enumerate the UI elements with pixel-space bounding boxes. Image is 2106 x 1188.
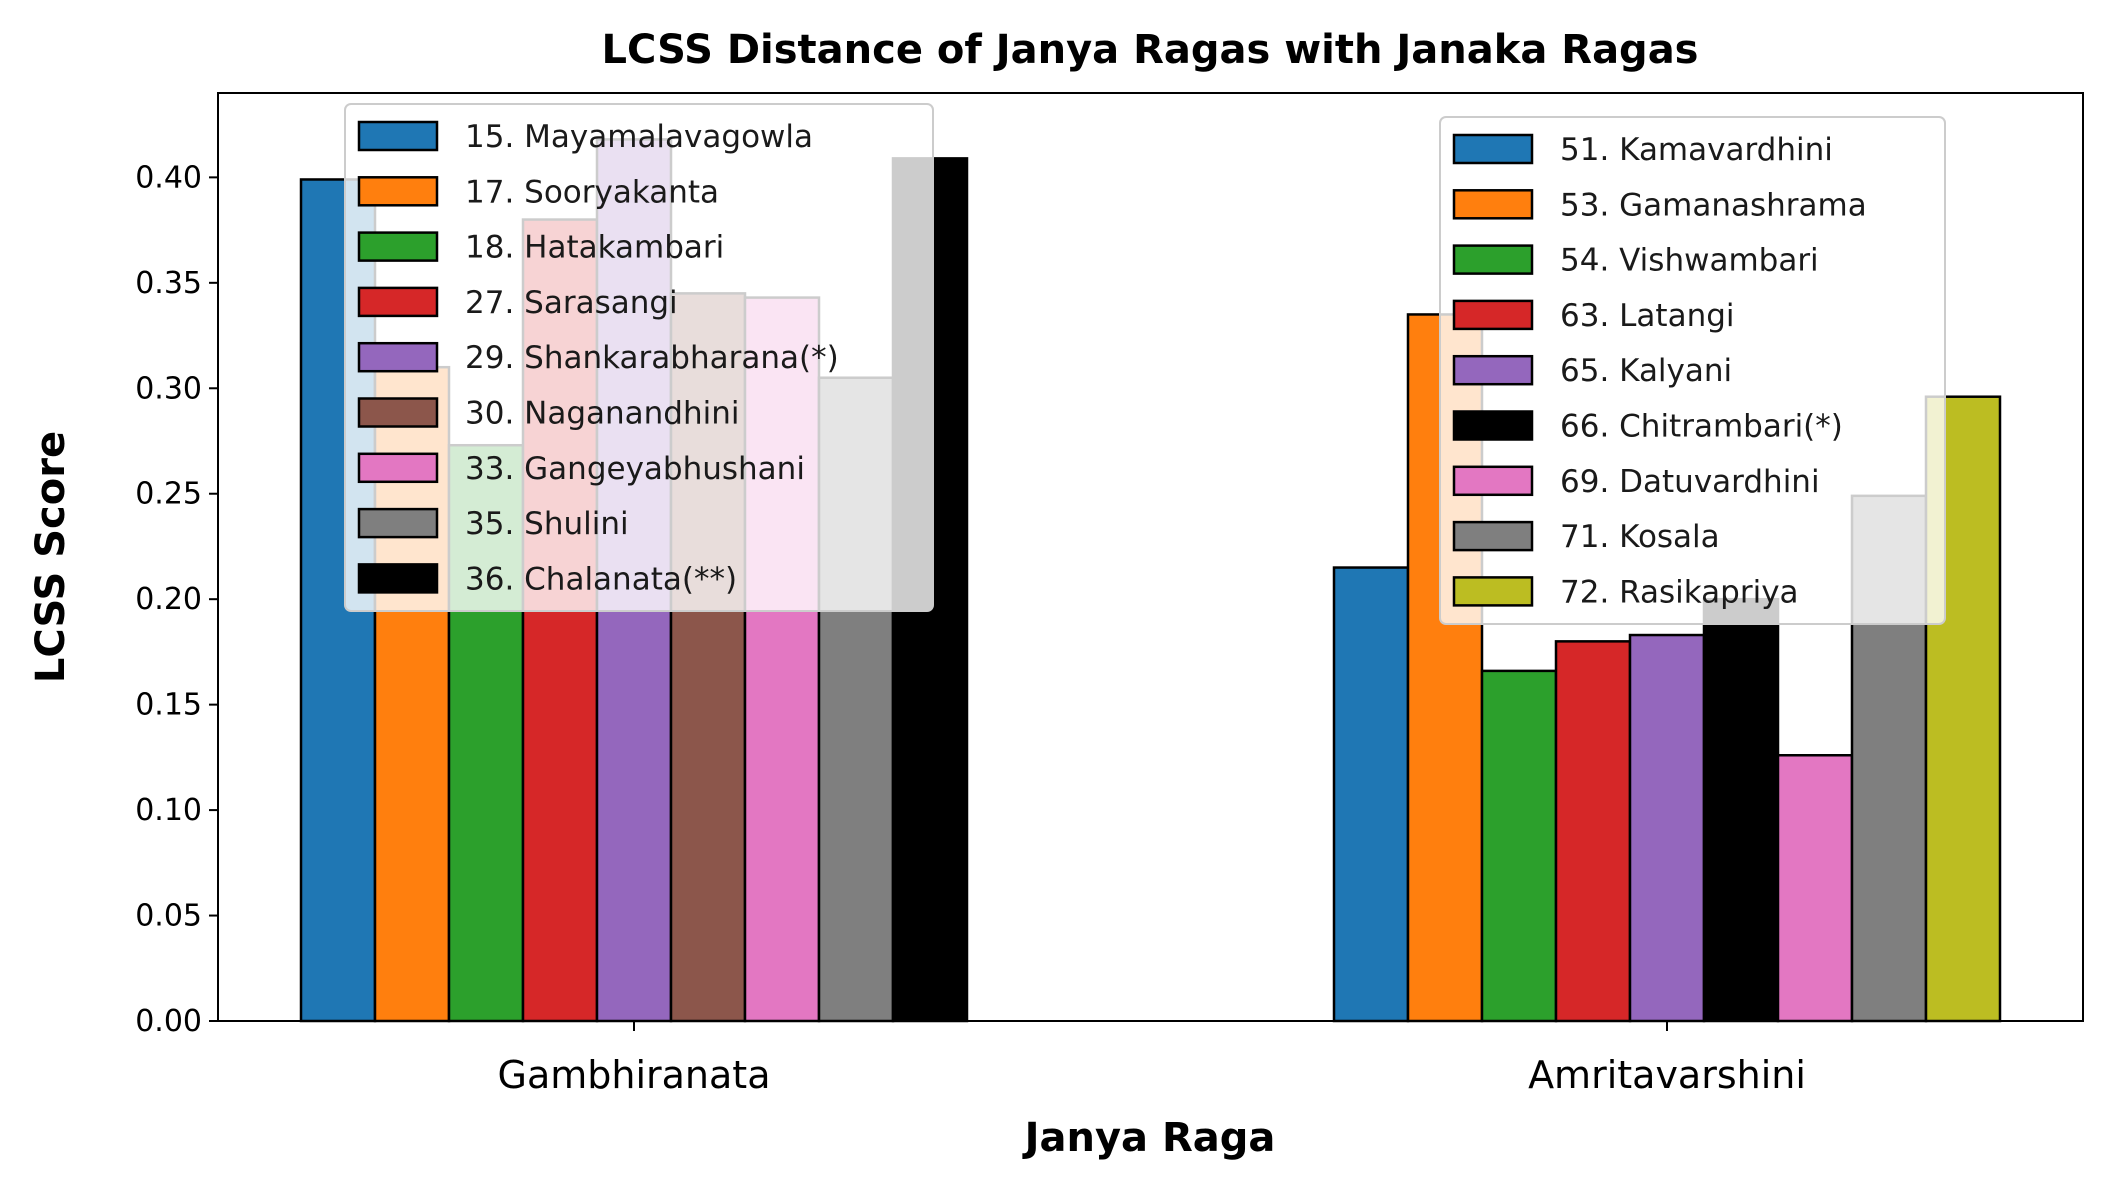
legend-swatch: [1452, 354, 1534, 386]
legend-entry-label: 72. Rasikapriya: [1560, 574, 1799, 610]
legend-swatch: [357, 286, 439, 318]
legend-swatch: [1452, 133, 1534, 165]
legend-swatch: [357, 120, 439, 152]
legend-swatch: [357, 341, 439, 373]
legend-gambhiranata: 15. Mayamalavagowla 17. Sooryakanta 18. Ha…: [344, 103, 934, 612]
bar-amritavarshini-3: [1480, 669, 1558, 1023]
legend-swatch: [1452, 244, 1534, 275]
legend-swatch: [1452, 299, 1534, 331]
legend-swatch: [1452, 465, 1534, 497]
y-tick-label: 0.40: [135, 160, 202, 195]
y-tick-label: 0.30: [135, 371, 202, 406]
legend-entry-label: 53. Gamanashrama: [1560, 187, 1867, 223]
legend-entry-label: 69. Datuvardhini: [1560, 464, 1820, 500]
legends-layer: 15. Mayamalavagowla 17. Sooryakanta 18. Ha…: [344, 103, 1946, 625]
chart-title: LCSS Distance of Janya Ragas with Janaka…: [602, 27, 1699, 73]
legend-swatch: [357, 507, 439, 539]
legend-entry-label: 33. Gangeyabhushani: [465, 451, 805, 487]
bar-amritavarshini-7: [1776, 754, 1854, 1023]
legend-swatch: [1452, 410, 1534, 441]
bar-amritavarshini-4: [1554, 640, 1632, 1023]
legend-entry-label: 15. Mayamalavagowla: [465, 119, 813, 155]
y-tick-label: 0.10: [135, 793, 202, 828]
legend-entry-label: 63. Latangi: [1560, 298, 1735, 334]
y-tick-label: 0.20: [135, 582, 202, 617]
y-tick-label: 0.35: [135, 266, 202, 301]
legend-entry-label: 29. Shankarabharana(*): [465, 340, 839, 376]
y-axis-title: LCSS Score: [28, 431, 74, 683]
y-tick-label: 0.05: [135, 899, 202, 934]
legend-swatch: [357, 563, 439, 594]
x-axis-title: Janya Raga: [1022, 1115, 1276, 1161]
x-tick-label: Amritavarshini: [1528, 1053, 1806, 1097]
x-axis: Gambhiranata Amritavarshini: [498, 1021, 1806, 1097]
legend-amritavarshini: 51. Kamavardhini 53. Gamanashrama 54. Vish…: [1439, 116, 1946, 625]
legend-entry-label: 65. Kalyani: [1560, 353, 1732, 389]
legend-entry-label: 18. Hatakambari: [465, 230, 724, 266]
legend-swatch: [357, 176, 439, 207]
legend-swatch: [357, 231, 439, 262]
legend-entry-label: 27. Sarasangi: [465, 285, 678, 321]
y-axis: 0.00 0.05 0.10 0.15 0.20 0.25 0.30 0.35 0.40: [135, 160, 218, 1039]
legend-entry-label: 17. Sooryakanta: [465, 174, 719, 210]
legend-entry-label: 36. Chalanata(**): [465, 561, 737, 597]
legend-entry-label: 51. Kamavardhini: [1560, 132, 1833, 168]
x-tick-label: Gambhiranata: [498, 1053, 771, 1097]
legend-entry-label: 35. Shulini: [465, 506, 629, 542]
legend-frame: [344, 103, 934, 612]
legend-swatch: [1452, 189, 1534, 220]
legend-entry-label: 71. Kosala: [1560, 519, 1720, 555]
bar-amritavarshini-5: [1628, 633, 1706, 1023]
legend-entry-label: 66. Chitrambari(*): [1560, 409, 1843, 445]
plot-frame: [217, 92, 2084, 1022]
legend-entry-label: 30. Naganandhini: [465, 396, 740, 432]
legend-entry-label: 54. Vishwambari: [1560, 243, 1819, 279]
bar-amritavarshini-1: [1332, 566, 1410, 1023]
y-tick-label: 0.15: [135, 688, 202, 723]
y-tick-label: 0.25: [135, 477, 202, 512]
legend-swatch: [1452, 520, 1534, 552]
y-tick-label: 0.00: [135, 1004, 202, 1039]
legend-swatch: [357, 452, 439, 484]
legend-frame: [1439, 116, 1946, 625]
legend-swatch: [1452, 576, 1534, 607]
bar-amritavarshini-6: [1702, 597, 1780, 1023]
legend-swatch: [357, 397, 439, 428]
